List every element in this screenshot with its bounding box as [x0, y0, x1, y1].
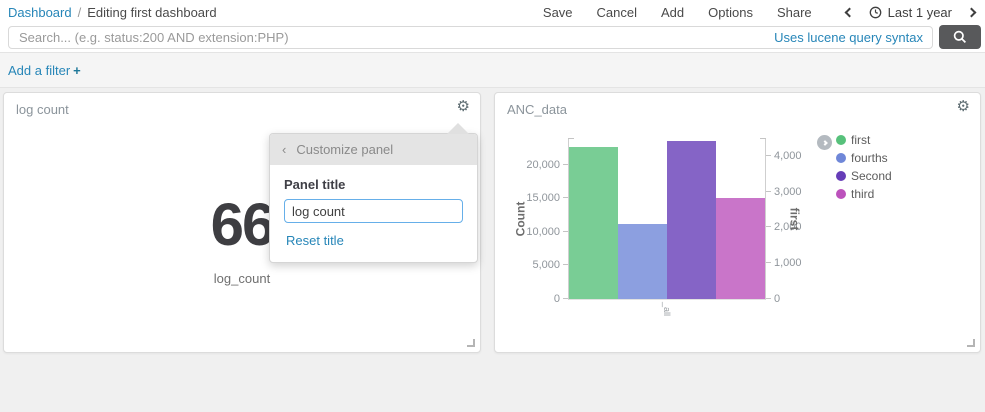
clock-icon [869, 6, 882, 19]
add-filter-button[interactable]: Add a filter + [8, 63, 81, 78]
metric-visualization: 66 log_count [4, 189, 480, 286]
right-tick-mark [766, 154, 771, 156]
gear-icon[interactable]: ⚙ [956, 98, 970, 115]
add-button[interactable]: Add [661, 5, 685, 20]
right-tick-mark [766, 298, 771, 299]
bar-third[interactable] [716, 198, 765, 299]
plus-icon: + [73, 63, 81, 78]
metric-label: log_count [213, 271, 271, 286]
legend-label: fourths [851, 151, 888, 165]
left-tick-mark [563, 163, 568, 165]
left-tick-label: 0 [553, 293, 560, 305]
popup-back-button[interactable]: ‹ Customize panel [270, 134, 477, 165]
time-forward-icon[interactable] [966, 7, 977, 18]
metric-value: 66 [210, 191, 276, 258]
right-tick-label: 4,000 [774, 149, 802, 162]
top-nav-bar: Dashboard / Editing first dashboard Save… [0, 0, 985, 24]
customize-panel-popup: ‹ Customize panel Panel title Reset titl… [269, 123, 478, 263]
chevron-left-icon: ‹ [282, 142, 287, 157]
left-tick-mark [563, 230, 568, 232]
chart-plot: _all 0 5,000 10,000 15,000 20,000 0 1,000 2,000… [526, 138, 802, 316]
popup-body: Panel title Reset title [270, 165, 477, 262]
popup-arrow [447, 123, 469, 134]
left-tick-mark [563, 264, 568, 266]
left-tick-mark [563, 197, 568, 199]
right-tick-mark [766, 190, 771, 192]
panel-title: ANC_data [507, 102, 567, 117]
panel-title-field-label: Panel title [284, 177, 346, 192]
legend-list: first fourths Second third [836, 133, 892, 205]
right-tick-label: 0 [774, 293, 781, 305]
right-axis-title: first [787, 207, 802, 231]
panel-title: log count [16, 102, 69, 117]
breadcrumb: Dashboard / Editing first dashboard [8, 5, 217, 20]
panel-resize-handle[interactable] [467, 339, 475, 347]
panel-title-input[interactable] [284, 199, 463, 223]
legend-dot [836, 189, 846, 199]
x-axis-label: _all [662, 302, 672, 317]
panel-resize-handle[interactable] [967, 339, 975, 347]
panel-anc-data: ANC_data ⚙ _all 0 5,000 10,000 15,000 20,000… [494, 92, 981, 353]
popup-header-title: Customize panel [296, 142, 394, 157]
left-tick-label: 15,000 [526, 192, 560, 205]
time-range-label: Last 1 year [887, 5, 952, 20]
query-bar: Uses lucene query syntax [0, 24, 985, 52]
right-tick-label: 3,000 [774, 185, 802, 198]
reset-title-link[interactable]: Reset title [286, 233, 344, 248]
gear-icon[interactable]: ⚙ [456, 98, 470, 115]
chart-legend: first fourths Second third [817, 133, 892, 205]
right-tick-mark [766, 262, 771, 264]
cancel-button[interactable]: Cancel [596, 5, 638, 20]
left-tick-label: 20,000 [526, 158, 560, 171]
lucene-syntax-link[interactable]: Uses lucene query syntax [774, 29, 923, 45]
left-tick-label: 10,000 [526, 225, 560, 238]
legend-item-first[interactable]: first [836, 133, 892, 147]
search-input[interactable] [8, 25, 933, 49]
time-range-button[interactable]: Last 1 year [869, 5, 952, 20]
legend-dot [836, 135, 846, 145]
right-tick-label: 2,000 [774, 221, 802, 234]
legend-label: third [851, 187, 875, 201]
legend-item-fourths[interactable]: fourths [836, 151, 892, 165]
legend-collapse-button[interactable] [817, 135, 832, 150]
search-submit-button[interactable] [939, 25, 981, 49]
panel-log-count: log count ⚙ 66 log_count ‹ Customize pan… [3, 92, 481, 353]
search-input-wrap: Uses lucene query syntax [8, 25, 933, 49]
breadcrumb-current-page: Editing first dashboard [87, 5, 217, 20]
legend-dot [836, 153, 846, 163]
bar-Second[interactable] [667, 140, 716, 299]
bar-first[interactable] [569, 146, 618, 299]
left-tick-label: 5,000 [532, 259, 560, 272]
time-back-icon[interactable] [844, 7, 855, 18]
right-tick-mark [766, 226, 771, 228]
legend-item-Second[interactable]: Second [836, 169, 892, 183]
breadcrumb-dashboard-link[interactable]: Dashboard [8, 5, 72, 20]
bar-fourths[interactable] [618, 223, 667, 299]
filter-bar: Add a filter + [0, 52, 985, 88]
left-axis-title: Count [513, 201, 528, 237]
chevron-right-icon [821, 139, 828, 146]
options-button[interactable]: Options [708, 5, 753, 20]
save-button[interactable]: Save [542, 5, 573, 20]
nav-actions: Save Cancel Add Options Share Last 1 yea… [542, 5, 977, 20]
legend-label: Second [851, 169, 892, 183]
time-picker: Last 1 year [844, 5, 977, 20]
right-tick-label: 1,000 [774, 257, 802, 270]
share-button[interactable]: Share [776, 5, 812, 20]
search-icon [953, 30, 967, 44]
breadcrumb-separator: / [77, 5, 82, 20]
chart-bars [569, 139, 765, 299]
legend-item-third[interactable]: third [836, 187, 892, 201]
add-filter-label: Add a filter [8, 63, 71, 78]
legend-dot [836, 171, 846, 181]
dashboard-grid: log count ⚙ 66 log_count ‹ Customize pan… [0, 88, 985, 412]
legend-label: first [851, 133, 871, 147]
left-tick-mark [563, 298, 568, 299]
